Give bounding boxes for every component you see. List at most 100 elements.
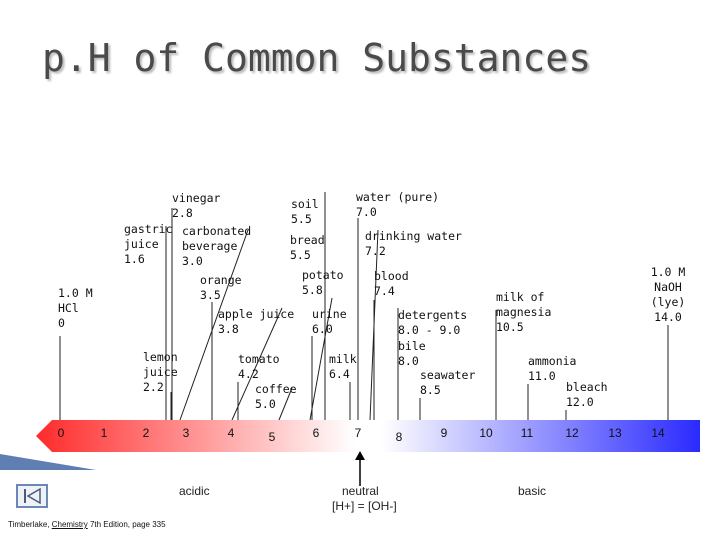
ph-tick-8: 8 (396, 430, 403, 444)
ph-tick-2: 2 (143, 426, 150, 440)
source-credit: Timberlake, Chemistry 7th Edition, page … (8, 520, 166, 529)
ph-tick-14: 14 (651, 426, 665, 440)
substance-gastric-line: gastric (124, 222, 173, 236)
substance-hcl-line: HCl (58, 301, 79, 315)
substance-carbonated-line: carbonated (182, 224, 252, 238)
substance-magnesia: milk of magnesia 10.5 (496, 290, 551, 335)
ph-tick-7: 7 (355, 426, 362, 440)
substance-water-line: water (pure) (356, 190, 440, 204)
ph-tick-11: 11 (521, 426, 534, 440)
substance-soil-line: soil (291, 197, 319, 211)
ph-tick-9: 9 (441, 426, 448, 440)
ph-tick-10: 10 (479, 426, 493, 440)
leader-line-apple (231, 307, 283, 421)
substance-magnesia-line: milk of (496, 290, 545, 304)
substance-detergents-line: detergents (398, 308, 468, 322)
substance-coffee-line: 5.0 (255, 397, 276, 411)
ph-tick-13: 13 (608, 426, 622, 440)
substance-blood-line: 7.4 (374, 284, 395, 298)
credit-prefix: Timberlake, (8, 520, 52, 529)
page-title: p.H of Common Substances (42, 36, 592, 80)
substance-blood-line: blood (374, 269, 409, 283)
substance-detergents: detergents 8.0 - 9.0 (398, 308, 467, 338)
substance-urine: urine 6.0 (312, 307, 347, 337)
substance-lemon-line: lemon (143, 350, 178, 364)
substance-soil: soil 5.5 (291, 197, 319, 227)
substance-water: water (pure) 7.0 (356, 190, 439, 220)
substance-ammonia: ammonia 11.0 (528, 354, 576, 384)
leader-line-carbonated (179, 229, 249, 421)
substance-bile: bile 8.0 (398, 339, 426, 369)
substance-apple: apple juice 3.8 (218, 307, 294, 337)
substance-bread: bread 5.5 (290, 233, 325, 263)
substance-naoh-line: 14.0 (654, 310, 682, 324)
substance-bread-line: bread (290, 233, 325, 247)
substance-water-line: 7.0 (356, 205, 377, 219)
acidic-label: acidic (179, 484, 210, 498)
credit-suffix: 7th Edition, page 335 (87, 520, 166, 529)
substance-magnesia-line: 10.5 (496, 320, 524, 334)
substance-ammonia-line: 11.0 (528, 369, 556, 383)
substance-milk-line: milk (329, 352, 357, 366)
substance-drinking: drinking water 7.2 (365, 229, 462, 259)
substance-carbonated: carbonated beverage 3.0 (182, 224, 251, 269)
ph-ticks: 0 1 2 3 4 5 6 7 8 9 10 11 12 13 14 (58, 426, 665, 444)
ph-tick-0: 0 (58, 426, 65, 440)
substance-bleach-line: bleach (566, 380, 608, 394)
substance-gastric-line: juice (124, 237, 159, 251)
substance-orange-line: 3.5 (200, 288, 221, 302)
substance-coffee-line: coffee (255, 382, 297, 396)
ph-bar (36, 420, 700, 452)
substance-vinegar: vinegar 2.8 (172, 191, 220, 221)
substance-gastric: gastric juice 1.6 (124, 222, 172, 267)
substance-blood: blood 7.4 (374, 269, 409, 299)
substance-lemon-line: juice (143, 365, 178, 379)
neutral-equation: [H+] = [OH-] (332, 499, 397, 513)
ph-tick-12: 12 (565, 426, 579, 440)
substance-potato-line: potato (302, 268, 344, 282)
neutral-label: neutral (342, 484, 379, 498)
substance-lemon-line: 2.2 (143, 380, 164, 394)
ph-tick-6: 6 (313, 426, 320, 440)
credit-book: Chemistry (51, 520, 88, 529)
substance-seawater-line: 8.5 (420, 383, 441, 397)
substance-tomato: tomato 4.2 (238, 352, 280, 382)
leader-lines (59, 192, 669, 421)
substance-milk-line: 6.4 (329, 367, 350, 381)
substance-hcl: 1.0 M HCl 0 (58, 286, 93, 331)
substance-carbonated-line: 3.0 (182, 254, 203, 268)
substance-hcl-line: 0 (58, 316, 65, 330)
substance-seawater-line: seawater (420, 368, 476, 382)
substance-bread-line: 5.5 (290, 248, 311, 262)
substance-tomato-line: 4.2 (238, 367, 259, 381)
substance-apple-line: 3.8 (218, 322, 239, 336)
substance-milk: milk 6.4 (329, 352, 357, 382)
basic-label: basic (518, 484, 547, 498)
substance-orange-line: orange (200, 273, 242, 287)
substance-drinking-line: drinking water (365, 229, 462, 243)
substance-naoh: 1.0 M NaOH (lye) 14.0 (648, 265, 688, 325)
substance-hcl-line: 1.0 M (58, 286, 93, 300)
substance-coffee: coffee 5.0 (255, 382, 297, 412)
substance-ammonia-line: ammonia (528, 354, 577, 368)
substance-potato: potato 5.8 (302, 268, 344, 298)
substance-vinegar-line: vinegar (172, 191, 221, 205)
substance-soil-line: 5.5 (291, 212, 312, 226)
leader-line-potato (309, 297, 333, 421)
substance-orange: orange 3.5 (200, 273, 242, 303)
substance-magnesia-line: magnesia (496, 305, 552, 319)
ph-tick-1: 1 (101, 426, 108, 440)
ph-tick-5: 5 (269, 430, 276, 444)
substance-tomato-line: tomato (238, 352, 280, 366)
substance-lemon: lemon juice 2.2 (143, 350, 178, 395)
ph-tick-3: 3 (183, 426, 190, 440)
neutral-arrow-head (355, 451, 365, 460)
substance-potato-line: 5.8 (302, 283, 323, 297)
corner-decoration (0, 454, 96, 470)
substance-gastric-line: 1.6 (124, 252, 145, 266)
ph-tick-4: 4 (228, 426, 235, 440)
media-skip-button[interactable] (16, 484, 48, 508)
substance-naoh-line: (lye) (650, 295, 686, 309)
substance-bleach: bleach 12.0 (566, 380, 608, 410)
